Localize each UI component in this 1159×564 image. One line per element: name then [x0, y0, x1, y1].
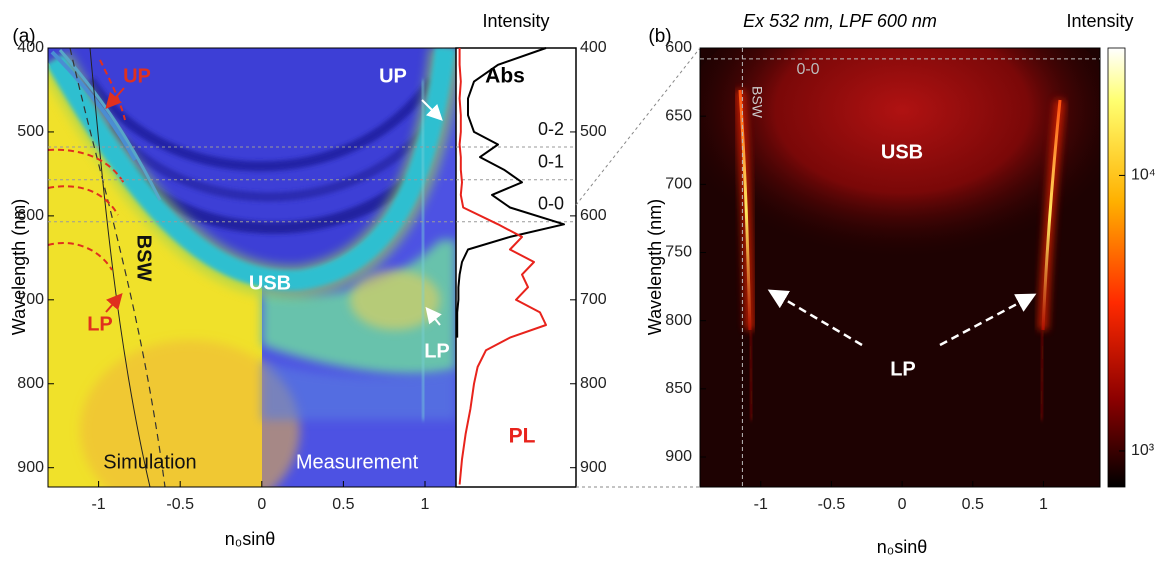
- x-tick-label: 1: [421, 496, 430, 513]
- annotation: BSW: [133, 235, 155, 282]
- heatmap-a: [48, 48, 456, 487]
- annotation: USB: [249, 272, 291, 294]
- heatmap-b: [700, 48, 1100, 487]
- x-tick-label: 0: [898, 496, 907, 513]
- panel-title: Intensity: [482, 11, 549, 31]
- reference-label: 0-1: [538, 152, 564, 172]
- y-tick-label: 800: [665, 312, 692, 329]
- panel-title: Ex 532 nm, LPF 600 nm: [743, 11, 937, 31]
- annotation: BSW: [749, 86, 765, 119]
- panel-label: (a): [12, 26, 35, 47]
- colorbar-tick-label: 10³: [1131, 442, 1155, 459]
- y-tick-label: 800: [580, 375, 607, 392]
- spectrum-line: [456, 47, 565, 338]
- y-tick-label: 500: [580, 123, 607, 140]
- panel-label: (b): [648, 26, 671, 47]
- y-tick-label: 900: [580, 459, 607, 476]
- reference-label: 0-0: [538, 194, 564, 214]
- colorbar: [1107, 47, 1126, 488]
- x-axis-label: n₀sinθ: [877, 537, 928, 557]
- y-tick-label: 400: [17, 39, 44, 56]
- y-tick-label: 650: [665, 107, 692, 124]
- annotation: 0-0: [796, 61, 819, 78]
- arrow: [939, 293, 1037, 347]
- annotation: LP: [87, 313, 113, 335]
- x-axis-label: n₀sinθ: [225, 529, 276, 549]
- y-tick-label: 600: [665, 39, 692, 56]
- arrow: [105, 292, 123, 313]
- x-tick-label: 1: [1039, 496, 1048, 513]
- series-label: PL: [509, 425, 536, 448]
- x-tick-label: -0.5: [166, 496, 194, 513]
- x-tick-label: 0: [257, 496, 266, 513]
- y-tick-label: 900: [17, 459, 44, 476]
- y-axis-label: Wavelength (nm): [645, 199, 665, 335]
- colorbar-title: Intensity: [1066, 11, 1133, 31]
- annotation: Simulation: [103, 451, 196, 473]
- x-tick-label: -1: [754, 496, 768, 513]
- x-tick-label: 0.5: [962, 496, 984, 513]
- arrow: [105, 87, 125, 109]
- y-tick-label: 600: [17, 207, 44, 224]
- y-tick-label: 900: [665, 448, 692, 465]
- x-tick-label: 0.5: [332, 496, 354, 513]
- colorbar-tick-label: 10⁴: [1131, 167, 1156, 184]
- annotation: Measurement: [296, 451, 419, 473]
- y-tick-label: 800: [17, 375, 44, 392]
- y-tick-label: 850: [665, 380, 692, 397]
- y-axis-label: Wavelength (nm): [9, 199, 29, 335]
- frame-b: [699, 47, 1101, 488]
- arrow: [425, 306, 442, 326]
- x-tick-label: -0.5: [818, 496, 846, 513]
- y-tick-label: 750: [665, 244, 692, 261]
- spectrum-line: [458, 48, 547, 485]
- y-tick-label: 500: [17, 123, 44, 140]
- y-tick-label: 400: [580, 39, 607, 56]
- y-tick-label: 700: [580, 291, 607, 308]
- annotation: USB: [881, 141, 923, 163]
- y-tick-label: 700: [17, 291, 44, 308]
- arrow: [767, 289, 863, 347]
- reference-label: 0-2: [538, 119, 564, 139]
- frame-intensity: [455, 47, 577, 488]
- y-tick-label: 700: [665, 176, 692, 193]
- annotation: UP: [123, 65, 151, 87]
- y-tick-label: 600: [580, 207, 607, 224]
- annotation: LP: [424, 340, 450, 362]
- x-tick-label: -1: [91, 496, 105, 513]
- annotation: LP: [890, 358, 916, 380]
- annotation: UP: [379, 65, 407, 87]
- series-label: Abs: [485, 65, 525, 88]
- arrow: [421, 99, 443, 121]
